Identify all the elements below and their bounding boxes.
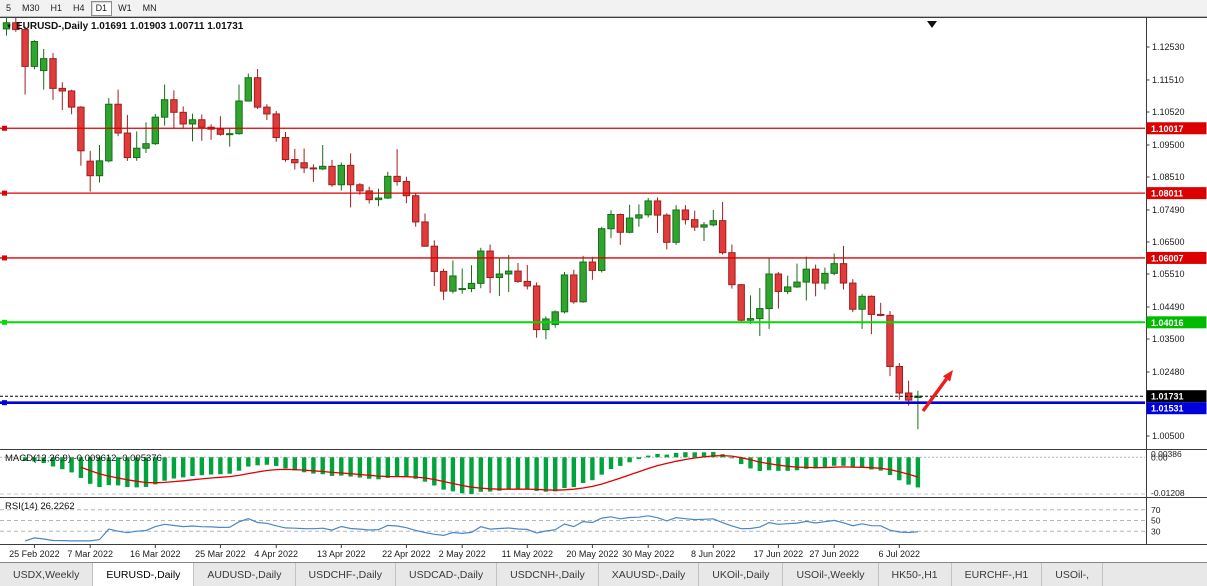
price-axis[interactable]: 1.12530 1.11510 1.10520 1.09500 1.08510 1.074…: [1146, 42, 1185, 441]
svg-text:30 May 2022: 30 May 2022: [622, 549, 674, 559]
tab-usdcnh-daily[interactable]: USDCNH-,Daily: [497, 563, 599, 586]
timeframe-button-H1[interactable]: H1: [50, 2, 63, 13]
hline-label-1-10017: 1.10017: [1146, 122, 1207, 135]
svg-text:25 Feb 2022: 25 Feb 2022: [9, 549, 60, 559]
tab-eurchf-h1[interactable]: EURCHF-,H1: [951, 563, 1043, 586]
timeframe-button-D1[interactable]: D1: [90, 0, 113, 16]
svg-text:4 Apr 2022: 4 Apr 2022: [254, 549, 298, 559]
tab-eurusd-daily[interactable]: EURUSD-,Daily: [93, 563, 195, 586]
chart-canvas[interactable]: 1.12530 1.11510 1.10520 1.09500 1.08510 1.074…: [0, 17, 1207, 562]
hline-label-1-06007: 1.06007: [1146, 251, 1207, 264]
timeframe-toolbar: 5 M30 H1 H4 D1 W1 MN: [0, 0, 1207, 17]
tab-xauusd-daily[interactable]: XAUUSD-,Daily: [598, 563, 700, 586]
panel-borders: [0, 17, 1207, 545]
svg-text:20 May 2022: 20 May 2022: [566, 549, 618, 559]
svg-text:1.04490: 1.04490: [1152, 302, 1185, 312]
svg-text:1.11510: 1.11510: [1152, 75, 1184, 85]
tab-usoil-[interactable]: USOil-,: [1042, 563, 1104, 586]
tab-usdchf-daily[interactable]: USDCHF-,Daily: [295, 563, 397, 586]
svg-text:0.00386: 0.00386: [1151, 449, 1182, 459]
svg-text:1.10520: 1.10520: [1152, 107, 1185, 117]
svg-text:1.12530: 1.12530: [1152, 42, 1185, 52]
svg-text:8 Jun 2022: 8 Jun 2022: [691, 549, 736, 559]
chart-tabs: USDX,Weekly EURUSD-,Daily AUDUSD-,Daily USD…: [0, 562, 1207, 586]
svg-text:17 Jun 2022: 17 Jun 2022: [754, 549, 804, 559]
hline-1.06007[interactable]: [0, 255, 1145, 261]
hline-label-1-04016: 1.04016: [1146, 316, 1207, 329]
symbol-dropdown-icon[interactable]: ▼: [6, 23, 12, 30]
svg-text:1.01731: 1.01731: [1151, 392, 1184, 402]
date-axis[interactable]: 25 Feb 2022 7 Mar 2022 16 Mar 2022 25 Mar 2…: [9, 545, 920, 559]
svg-text:1.01531: 1.01531: [1151, 404, 1184, 414]
svg-text:22 Apr 2022: 22 Apr 2022: [382, 549, 431, 559]
svg-text:1.08510: 1.08510: [1152, 172, 1185, 182]
svg-text:1.02480: 1.02480: [1152, 367, 1185, 377]
timeframe-button-5[interactable]: 5: [6, 2, 12, 13]
svg-text:7 Mar 2022: 7 Mar 2022: [67, 549, 113, 559]
svg-text:50: 50: [1151, 516, 1161, 526]
timeframe-button-MN[interactable]: MN: [142, 2, 157, 13]
svg-text:16 Mar 2022: 16 Mar 2022: [130, 549, 181, 559]
macd-signal-line: [80, 454, 919, 491]
svg-text:30: 30: [1151, 526, 1161, 536]
trend-arrow-annotation[interactable]: [921, 370, 953, 413]
svg-text:1.05510: 1.05510: [1152, 269, 1185, 279]
timeframe-button-H4[interactable]: H4: [73, 2, 85, 13]
svg-text:1.00500: 1.00500: [1152, 431, 1185, 441]
svg-text:70: 70: [1151, 505, 1161, 515]
svg-text:1.03500: 1.03500: [1152, 334, 1185, 344]
svg-text:1.08011: 1.08011: [1151, 189, 1183, 199]
chart-region: 1.12530 1.11510 1.10520 1.09500 1.08510 1.074…: [0, 17, 1207, 562]
tab-usdx-weekly[interactable]: USDX,Weekly: [0, 563, 94, 586]
timeframe-button-M30[interactable]: M30: [22, 2, 40, 13]
bid-price-label: 1.01731: [1146, 390, 1207, 403]
hline-1.01531[interactable]: [0, 400, 1145, 406]
hline-label-1-01531: 1.01531: [1146, 402, 1207, 415]
tab-usoil-weekly[interactable]: USOil-,Weekly: [783, 563, 879, 586]
tab-usdcad-daily[interactable]: USDCAD-,Daily: [396, 563, 498, 586]
hline-label-1-08011: 1.08011: [1146, 187, 1207, 200]
svg-text:1.06500: 1.06500: [1152, 237, 1185, 247]
chart-shift-marker[interactable]: [927, 21, 937, 28]
svg-text:13 Apr 2022: 13 Apr 2022: [317, 549, 366, 559]
svg-text:1.10017: 1.10017: [1151, 124, 1184, 134]
svg-text:25 Mar 2022: 25 Mar 2022: [195, 549, 246, 559]
svg-text:1.07490: 1.07490: [1152, 205, 1185, 215]
svg-text:6 Jul 2022: 6 Jul 2022: [879, 549, 921, 559]
tab-hk50-h1[interactable]: HK50-,H1: [878, 563, 952, 586]
timeframe-button-W1[interactable]: W1: [118, 2, 132, 13]
support-resistance-lines: [0, 125, 1145, 406]
svg-text:0.00: 0.00: [1151, 452, 1168, 462]
svg-text:11 May 2022: 11 May 2022: [502, 549, 553, 559]
svg-text:1.09500: 1.09500: [1152, 140, 1185, 150]
candles-layer: [2, 17, 922, 430]
svg-text:2 May 2022: 2 May 2022: [439, 549, 486, 559]
tab-audusd-daily[interactable]: AUDUSD-,Daily: [194, 563, 296, 586]
hline-1.10017[interactable]: [0, 125, 1145, 131]
hline-1.08011[interactable]: [0, 190, 1145, 196]
rsi-line: [24, 515, 918, 542]
svg-text:-0.01208: -0.01208: [1151, 488, 1185, 498]
svg-text:1.06007: 1.06007: [1151, 253, 1184, 263]
svg-text:27 Jun 2022: 27 Jun 2022: [809, 549, 859, 559]
tab-ukoil-daily[interactable]: UKOil-,Daily: [699, 563, 784, 586]
svg-text:1.04016: 1.04016: [1151, 318, 1184, 328]
hline-1.04016[interactable]: [0, 319, 1145, 325]
